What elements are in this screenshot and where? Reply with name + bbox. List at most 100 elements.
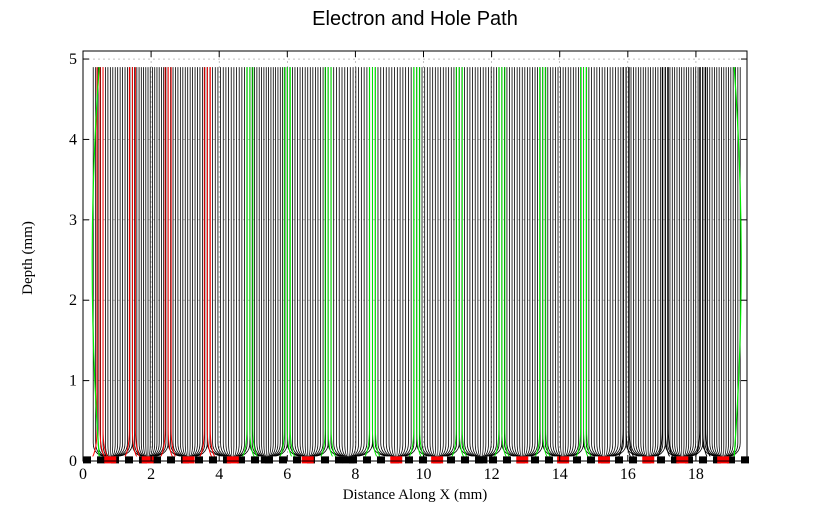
hole-path bbox=[197, 67, 205, 460]
electron-path bbox=[437, 67, 450, 458]
hole-path bbox=[277, 67, 285, 460]
y-tick-label: 1 bbox=[69, 373, 77, 390]
electrode-strips bbox=[83, 456, 749, 464]
strip-segment bbox=[531, 456, 539, 464]
y-tick-label: 2 bbox=[69, 292, 77, 309]
electron-path bbox=[603, 67, 614, 458]
strip-segment bbox=[167, 456, 175, 464]
electron-path bbox=[188, 67, 194, 458]
electron-path bbox=[266, 67, 269, 458]
strip-segment bbox=[209, 456, 217, 464]
electron-path bbox=[307, 67, 316, 458]
electrode bbox=[431, 456, 444, 464]
x-axis-label: Distance Along X (mm) bbox=[343, 487, 488, 503]
electron-path bbox=[635, 67, 649, 458]
electron-path bbox=[380, 67, 397, 458]
strip-segment bbox=[615, 456, 623, 464]
strip-segment bbox=[727, 456, 735, 464]
x-tick-label: 4 bbox=[215, 466, 223, 483]
electron-path bbox=[140, 67, 148, 458]
x-tick-label: 8 bbox=[351, 466, 359, 483]
electron-path bbox=[481, 67, 484, 458]
hole-path bbox=[170, 67, 178, 460]
hole-path bbox=[318, 67, 326, 460]
electrode bbox=[717, 456, 730, 464]
electron-path bbox=[209, 67, 233, 458]
electron-path bbox=[555, 67, 564, 458]
electron-path bbox=[640, 67, 649, 458]
strip-segment bbox=[251, 456, 259, 464]
electron-path bbox=[347, 67, 349, 458]
electrode bbox=[182, 456, 195, 464]
electrode bbox=[301, 456, 314, 464]
hole-path bbox=[122, 67, 130, 460]
electron-path bbox=[599, 67, 605, 458]
strip-base bbox=[83, 456, 747, 464]
strip-segment bbox=[461, 456, 469, 464]
electron-path bbox=[348, 67, 354, 458]
electron-path bbox=[225, 67, 233, 458]
strip-segment bbox=[629, 456, 637, 464]
electron-path bbox=[469, 67, 482, 458]
hole-path bbox=[574, 67, 582, 460]
electrode bbox=[516, 456, 529, 464]
electron-path bbox=[669, 67, 683, 458]
electron-path bbox=[682, 67, 685, 458]
strip-segment bbox=[503, 456, 511, 464]
electron-path bbox=[472, 67, 482, 458]
electron-path bbox=[147, 67, 160, 458]
strip-segment bbox=[741, 456, 749, 464]
electron-path bbox=[232, 67, 235, 458]
hole-path bbox=[289, 67, 297, 460]
electron-path bbox=[344, 67, 349, 458]
electron-path bbox=[648, 67, 651, 458]
electron-path bbox=[549, 67, 564, 458]
y-tick-label: 3 bbox=[69, 212, 77, 229]
y-tick-label: 0 bbox=[69, 453, 77, 470]
strip-segment bbox=[419, 456, 427, 464]
electron-path bbox=[716, 67, 724, 458]
electron-path bbox=[682, 67, 690, 458]
electron-path bbox=[603, 67, 606, 458]
electron-path bbox=[436, 67, 439, 458]
edge-hole-path bbox=[733, 67, 742, 458]
electron-path bbox=[396, 67, 412, 458]
electron-path bbox=[466, 67, 482, 458]
strip-segment bbox=[237, 456, 245, 464]
drift-paths bbox=[90, 67, 742, 460]
electron-path bbox=[394, 67, 397, 458]
electron-path bbox=[596, 67, 605, 458]
strip-segment bbox=[125, 456, 133, 464]
strip-segment bbox=[153, 456, 161, 464]
electron-path bbox=[258, 67, 267, 458]
electron-path bbox=[102, 67, 111, 458]
electron-path bbox=[723, 67, 736, 458]
electron-path bbox=[396, 67, 401, 458]
hole-path bbox=[504, 67, 512, 460]
electron-path bbox=[434, 67, 438, 458]
electron-path bbox=[603, 67, 619, 458]
electron-path bbox=[294, 67, 308, 458]
strip-segment bbox=[657, 456, 665, 464]
strip-segment bbox=[587, 456, 595, 464]
y-tick-label: 5 bbox=[69, 51, 77, 68]
electron-path bbox=[230, 67, 234, 458]
x-tick-label: 16 bbox=[620, 466, 636, 483]
electrode bbox=[475, 456, 488, 464]
x-tick-label: 10 bbox=[416, 466, 432, 483]
x-tick-label: 2 bbox=[147, 466, 155, 483]
electron-path bbox=[648, 67, 656, 458]
electron-path bbox=[175, 67, 189, 458]
strip-segment bbox=[195, 456, 203, 464]
hole-path bbox=[693, 67, 701, 460]
electron-path bbox=[603, 67, 616, 458]
electron-path bbox=[601, 67, 605, 458]
x-tick-label: 12 bbox=[484, 466, 500, 483]
y-tick-label: 4 bbox=[69, 131, 77, 148]
electron-path bbox=[266, 67, 274, 458]
electron-path bbox=[348, 67, 351, 458]
electron-path bbox=[187, 67, 189, 458]
strip-segment bbox=[685, 456, 693, 464]
electron-path bbox=[348, 67, 357, 458]
